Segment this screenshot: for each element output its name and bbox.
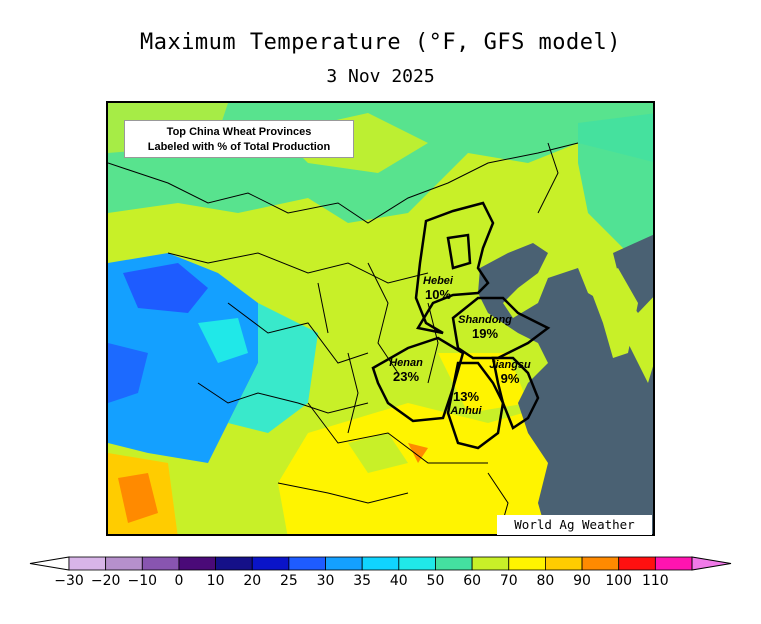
colorbar-tick-label: 50 (426, 573, 445, 589)
colorbar-tick-label: 100 (605, 573, 633, 589)
colorbar-swatch (141, 556, 180, 571)
colorbar-tick-label: −20 (90, 573, 121, 589)
tibet-south-patch (108, 343, 148, 403)
province-percent: 9% (500, 371, 520, 386)
colorbar-swatch (581, 556, 620, 571)
tibet-colder-patch (123, 263, 208, 313)
colorbar-tick-label: 110 (641, 573, 669, 589)
colorbar-swatch (251, 556, 290, 571)
info-box: Top China Wheat Provinces Labeled with %… (124, 120, 354, 158)
northeast-cool-zone (578, 113, 653, 253)
colorbar-tick-label: 70 (499, 573, 518, 589)
colorbar-tick-label: 80 (536, 573, 555, 589)
colorbar-tick-label: 25 (279, 573, 298, 589)
sichuan-teal-zone (228, 303, 318, 433)
colorbar-tick-label: −10 (127, 573, 158, 589)
province-percent: 10% (424, 287, 452, 302)
colorbar-tick-label: 30 (316, 573, 335, 589)
colorbar-swatch (618, 556, 656, 571)
info-box-line2: Labeled with % of Total Production (147, 141, 331, 153)
colorbar-tick-label: 10 (206, 573, 225, 589)
province-percent: 23% (392, 369, 420, 384)
province-percent: 19% (471, 326, 499, 341)
province-label-hebei: Hebei 10% (413, 274, 463, 302)
province-name: Shandong (458, 314, 512, 326)
map-date: 3 Nov 2025 (326, 66, 435, 87)
province-label-anhui: 13% Anhui (441, 390, 491, 418)
province-name: Anhui (450, 405, 482, 417)
colorbar-swatch (178, 556, 216, 571)
colorbar-swatch (471, 556, 510, 571)
sea-of-japan (613, 234, 653, 313)
south-green-patch (348, 433, 408, 473)
tibet-teal-patch (198, 318, 248, 363)
henan-warm-patch (438, 353, 528, 413)
province-label-shandong: Shandong 19% (450, 313, 520, 341)
province-percent: 13% (452, 389, 480, 404)
colorbar-swatch (435, 556, 473, 571)
colorbar-tick-label: 35 (353, 573, 372, 589)
colorbar-over-arrow (691, 556, 732, 571)
colorbar-swatch (325, 556, 363, 571)
korea-peninsula (588, 268, 638, 358)
wheat-province-outlines (371, 201, 551, 450)
province-label-henan: Henan 23% (381, 356, 431, 384)
credit-label: World Ag Weather (497, 515, 652, 535)
map-canvas (108, 103, 653, 534)
south-hot-spot (408, 443, 428, 463)
temperature-map (106, 101, 655, 536)
colorbar-swatch (398, 556, 436, 571)
colorbar-swatch (68, 556, 107, 571)
colorbar-tick-label: 90 (573, 573, 591, 589)
info-box-line1: Top China Wheat Provinces (166, 126, 312, 138)
colorbar (29, 556, 732, 571)
colorbar-swatch (545, 556, 583, 571)
province-name: Henan (389, 357, 423, 369)
province-label-jiangsu: Jiangsu 9% (485, 358, 535, 386)
colorbar-tick-label: 40 (389, 573, 408, 589)
colorbar-swatch (361, 556, 400, 571)
colorbar-under-arrow (29, 556, 70, 571)
colorbar-swatch (288, 556, 326, 571)
colorbar-swatch (105, 556, 143, 571)
colorbar-tick-label: 20 (243, 573, 262, 589)
colorbar-tick-label: −30 (54, 573, 84, 589)
map-title: Maximum Temperature (°F, GFS model) (139, 30, 622, 55)
province-name: Jiangsu (489, 359, 531, 371)
province-name: Hebei (423, 275, 453, 287)
colorbar-swatch (215, 556, 253, 571)
colorbar-tick-label: 0 (174, 573, 184, 589)
southwest-hottest-patch (118, 473, 158, 523)
colorbar-tick-label: 60 (463, 573, 482, 589)
colorbar-swatch (654, 556, 693, 571)
colorbar-swatch (508, 556, 546, 571)
